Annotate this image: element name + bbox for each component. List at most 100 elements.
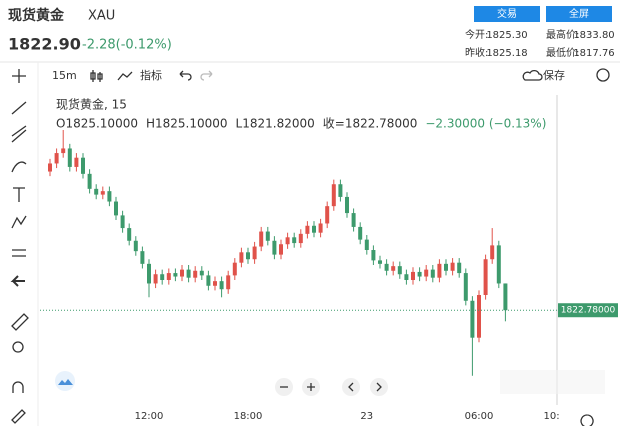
ohlc-value: H1825.10000	[146, 117, 228, 131]
price: 1822.90	[8, 35, 81, 54]
interval[interactable]: 15m	[52, 69, 77, 82]
candle-body	[391, 266, 396, 271]
candle-body	[318, 223, 323, 233]
x-tick-label: 23	[360, 411, 373, 422]
candle-body	[74, 157, 79, 167]
candle-body	[232, 262, 237, 276]
candle-body	[213, 281, 217, 286]
zoom-icon[interactable]	[12, 341, 24, 353]
candle-body	[437, 263, 442, 278]
undo-icon[interactable]	[179, 70, 192, 81]
candle-body	[490, 245, 495, 260]
text-icon[interactable]	[13, 187, 25, 202]
candle-body	[338, 184, 343, 197]
measure-icon[interactable]	[12, 249, 26, 257]
candle-body	[114, 201, 118, 216]
stats: 今开:1825.30 最高价:1833.80 昨收:1825.18 最低价:1817.…	[465, 28, 615, 59]
settings-icon[interactable]	[596, 68, 610, 82]
redo-icon[interactable]	[200, 70, 213, 81]
candle-body	[153, 274, 158, 284]
ruler-icon[interactable]	[11, 313, 29, 331]
candle-body	[160, 274, 165, 280]
candle-body	[345, 196, 349, 214]
back-icon[interactable]	[10, 275, 25, 287]
candle-body	[272, 240, 277, 255]
ohlc-value: O1825.10000	[56, 117, 138, 131]
ohlc-legend: O1825.10000 H1825.10000 L1821.82000 收=1822.…	[56, 117, 546, 131]
candle-body	[61, 148, 66, 154]
stat-label: 最高价:	[546, 28, 579, 41]
candle-body	[483, 259, 488, 295]
pencil-icon[interactable]	[11, 409, 26, 424]
candle-body	[450, 262, 455, 271]
candle-body	[133, 240, 138, 252]
candle-body	[107, 191, 112, 202]
trade-button[interactable]	[474, 6, 540, 22]
candle-body	[463, 273, 468, 301]
candle-body	[457, 262, 462, 274]
price-label: 1822.78000	[561, 306, 616, 316]
ohlc-value: 收=1822.78000	[323, 117, 418, 131]
candle-body	[444, 263, 448, 271]
candle-body	[246, 252, 250, 260]
candle-body	[417, 271, 422, 277]
ohlc-value: L1821.82000	[236, 117, 315, 131]
candle-body	[48, 163, 52, 172]
x-tick-label: 06:00	[465, 411, 494, 422]
candle-body	[54, 153, 59, 164]
candle-body	[312, 225, 316, 233]
candle-body	[252, 246, 257, 260]
save[interactable]: 保存	[543, 68, 565, 82]
scroll-right-button[interactable]	[370, 378, 388, 396]
line-icon[interactable]	[11, 101, 27, 115]
zoom-buttons	[275, 378, 388, 396]
candle-body	[470, 300, 475, 338]
scroll-left-button[interactable]	[342, 378, 360, 396]
indicators[interactable]: 指标	[140, 68, 162, 82]
stat-label: 最低价:	[546, 46, 579, 59]
change: -2.28(-0.12%)	[82, 38, 172, 53]
candle-body	[378, 260, 382, 264]
fib-icon[interactable]	[11, 125, 27, 143]
fullscreen-button[interactable]	[546, 6, 612, 22]
candle-body	[358, 226, 363, 240]
candle-body	[292, 237, 297, 244]
cloud-button[interactable]	[55, 371, 75, 391]
candle-body	[285, 237, 290, 245]
candle-body	[219, 281, 224, 290]
x-tick-label: 12:00	[135, 411, 164, 422]
candle-body	[477, 295, 481, 338]
cloud-button-icon[interactable]	[58, 379, 73, 385]
candle-icon[interactable]	[90, 70, 103, 82]
candle-body	[81, 157, 85, 174]
candle-body	[67, 148, 72, 167]
crosshair-icon[interactable]	[12, 69, 26, 83]
fullscreen-label[interactable]: 全屏	[569, 7, 589, 20]
left-icon[interactable]	[348, 382, 354, 392]
cloud-icon[interactable]	[522, 69, 543, 81]
candle-body	[371, 250, 376, 261]
title: 现货黄金	[8, 7, 65, 24]
candle-body	[180, 269, 184, 277]
candle-body	[397, 266, 402, 275]
candle-body	[120, 215, 125, 229]
right-icon[interactable]	[376, 382, 382, 392]
candle-body	[87, 173, 92, 189]
candle-body	[100, 191, 105, 195]
pattern-icon[interactable]	[11, 215, 27, 229]
stat-value: 1825.30	[486, 30, 527, 41]
candle-body	[305, 225, 310, 234]
trade-label[interactable]: 交易	[497, 7, 517, 20]
stat-value: 1817.76	[573, 48, 614, 59]
candle-body	[424, 269, 429, 277]
plus-icon[interactable]	[307, 383, 315, 391]
candle-body	[259, 231, 264, 247]
candle-body	[411, 271, 415, 280]
indicator-icon[interactable]	[117, 71, 133, 81]
magnet-icon[interactable]	[12, 381, 24, 393]
candle-body	[206, 275, 211, 286]
candle-body	[94, 188, 99, 195]
settings-small-icon[interactable]	[580, 414, 594, 426]
candle-body	[503, 283, 508, 311]
brush-icon[interactable]	[11, 161, 27, 173]
